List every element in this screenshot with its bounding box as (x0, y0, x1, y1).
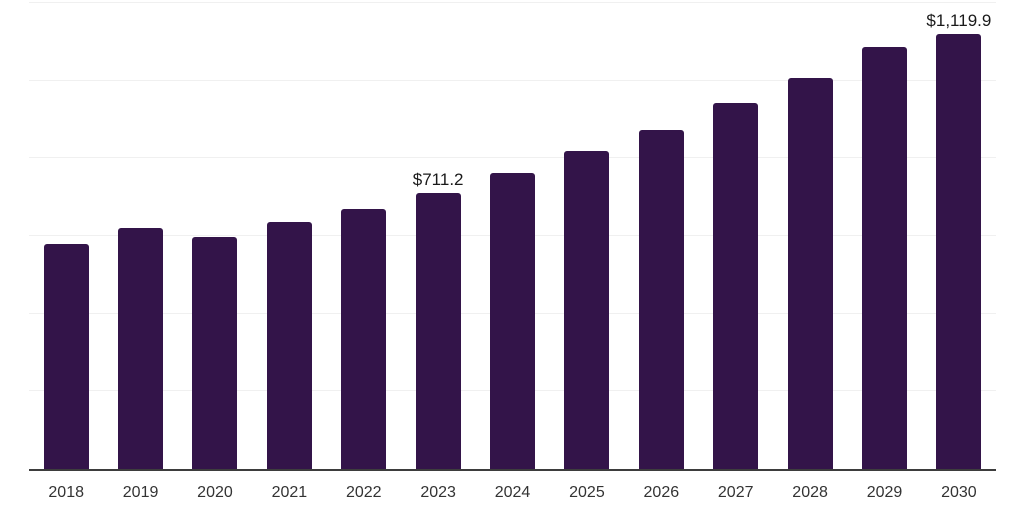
x-tick-2027: 2027 (717, 484, 754, 501)
bar-2020[interactable] (192, 236, 238, 469)
bar-2026[interactable] (638, 130, 684, 469)
x-tick-2018: 2018 (48, 484, 84, 501)
x-tick-2021: 2021 (271, 484, 308, 501)
x-tick-2030: 2030 (941, 484, 977, 501)
bar-column-2028 (773, 3, 847, 469)
bar-2022[interactable] (341, 209, 387, 469)
bar-column-2023: $711.2 (401, 3, 475, 469)
x-tick-2023: 2023 (420, 484, 456, 501)
x-tick-2029: 2029 (866, 484, 903, 501)
bar-value-label-2030: $1,119.9 (926, 11, 992, 31)
bar-column-2026 (624, 3, 698, 469)
x-tick-2026: 2026 (643, 484, 680, 501)
bar-column-2022 (327, 3, 401, 469)
bar-column-2024 (475, 3, 549, 469)
bar-2024[interactable] (490, 173, 536, 469)
bar-column-2019 (103, 3, 177, 469)
bar-2030[interactable] (936, 34, 982, 469)
bar-column-2018 (29, 3, 103, 469)
bar-2021[interactable] (266, 222, 312, 469)
x-tick-2019: 2019 (122, 484, 159, 501)
bar-column-2025 (550, 3, 624, 469)
plot-area: $711.2 $1,119.9 (29, 2, 996, 471)
bar-value-label-2023: $711.2 (412, 169, 464, 189)
bar-2028[interactable] (787, 78, 833, 469)
bar-2018[interactable] (43, 244, 89, 469)
x-tick-2025: 2025 (569, 484, 605, 501)
bar-2023[interactable] (415, 192, 461, 469)
gridline-1000 (29, 79, 996, 81)
bar-column-2020 (178, 3, 252, 469)
gridline-800 (29, 157, 996, 159)
bar-column-2021 (252, 3, 326, 469)
x-tick-2028: 2028 (792, 484, 828, 501)
x-axis-labels: 2018 2019 2020 2021 2022 2023 2024 2025 2026 2027… (29, 483, 996, 502)
x-tick-2024: 2024 (494, 484, 531, 501)
bar-column-2030: $1,119.9 (922, 3, 996, 469)
bar-2025[interactable] (564, 150, 610, 469)
bar-column-2027 (699, 3, 773, 469)
bar-2029[interactable] (861, 46, 907, 469)
bar-column-2029 (847, 3, 921, 469)
bar-2019[interactable] (118, 228, 164, 469)
x-tick-2022: 2022 (345, 484, 382, 501)
gridline-1200 (29, 2, 996, 3)
bar-2027[interactable] (713, 102, 759, 469)
x-tick-2020: 2020 (197, 484, 233, 501)
bars-row: $711.2 $1,119.9 (29, 3, 996, 469)
